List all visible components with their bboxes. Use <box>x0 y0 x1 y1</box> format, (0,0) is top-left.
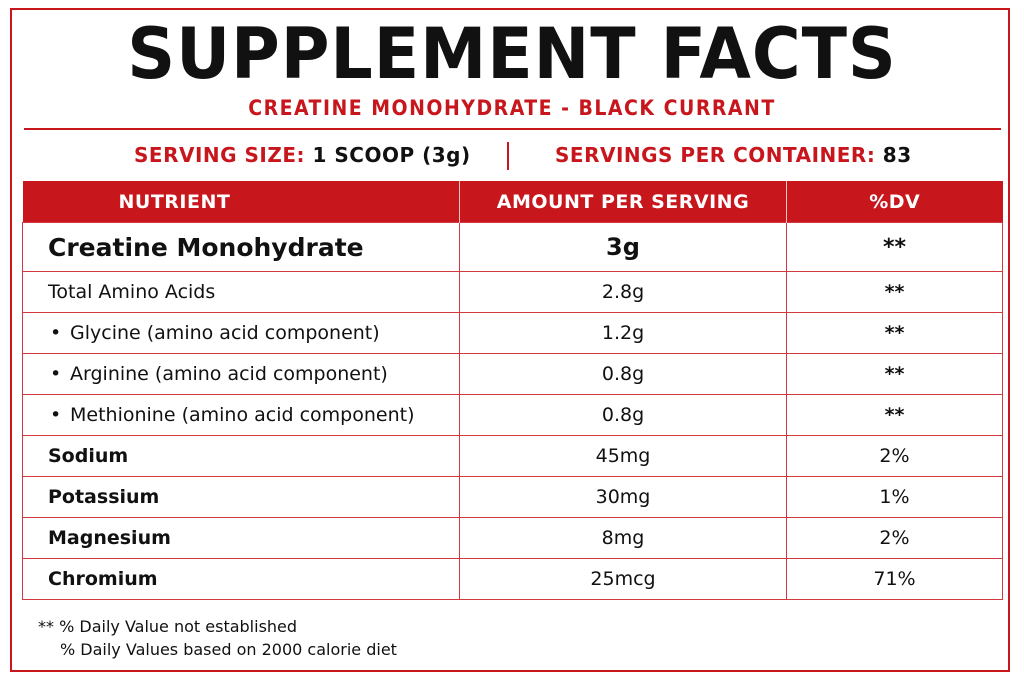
nutrient-dv: ** <box>786 353 1003 395</box>
nutrient-amount: 8mg <box>459 517 787 559</box>
nutrient-dv: ** <box>786 394 1003 436</box>
table-header-row: NUTRIENT AMOUNT PER SERVING %DV <box>22 181 1003 223</box>
nutrient-amount: 2.8g <box>459 271 787 313</box>
servings-per-container: SERVINGS PER CONTAINER: 83 <box>555 143 912 167</box>
nutrient-dv: ** <box>786 222 1003 272</box>
product-subtitle: CREATINE MONOHYDRATE - BLACK CURRANT <box>248 96 776 120</box>
nutrient-name: Sodium <box>22 435 460 477</box>
nutrient-name: Glycine <box>70 322 141 344</box>
nutrient-name: Chromium <box>22 558 460 600</box>
nutrient-dv: 1% <box>786 476 1003 518</box>
nutrient-dv: ** <box>786 271 1003 313</box>
table-row: • Glycine (amino acid component) 1.2g ** <box>22 312 1003 354</box>
footnote-calorie-diet: % Daily Values based on 2000 calorie die… <box>60 640 397 659</box>
nutrient-name: Potassium <box>22 476 460 518</box>
table-row: Potassium 30mg 1% <box>22 476 1003 518</box>
nutrient-name: Magnesium <box>22 517 460 559</box>
nutrient-name: Creatine Monohydrate <box>22 222 460 272</box>
table-row: • Methionine (amino acid component) 0.8g … <box>22 394 1003 436</box>
serving-size-value: 1 SCOOP (3g) <box>312 143 471 167</box>
bullet-icon: • <box>50 322 62 344</box>
table-row: • Arginine (amino acid component) 0.8g ** <box>22 353 1003 395</box>
table-row: Magnesium 8mg 2% <box>22 517 1003 559</box>
table-row: Creatine Monohydrate 3g ** <box>22 222 1003 272</box>
nutrient-name-cell: • Arginine (amino acid component) <box>22 353 460 395</box>
label-frame <box>10 8 1010 672</box>
nutrient-name: Total Amino Acids <box>22 271 460 313</box>
nutrient-note: (amino acid component) <box>181 404 415 426</box>
nutrient-dv: ** <box>786 312 1003 354</box>
nutrient-amount: 25mcg <box>459 558 787 600</box>
nutrient-amount: 0.8g <box>459 394 787 436</box>
table-row: Total Amino Acids 2.8g ** <box>22 271 1003 313</box>
nutrient-name-cell: • Glycine (amino acid component) <box>22 312 460 354</box>
servings-per-container-value: 83 <box>882 143 912 167</box>
nutrient-dv: 2% <box>786 435 1003 477</box>
divider <box>24 128 1001 130</box>
nutrient-note: (amino acid component) <box>146 322 380 344</box>
nutrient-amount: 30mg <box>459 476 787 518</box>
bullet-icon: • <box>50 404 62 426</box>
column-header-nutrient: NUTRIENT <box>22 181 460 223</box>
nutrient-name-cell: • Methionine (amino acid component) <box>22 394 460 436</box>
table-row: Sodium 45mg 2% <box>22 435 1003 477</box>
column-header-amount: AMOUNT PER SERVING <box>459 181 787 223</box>
nutrient-name: Methionine <box>70 404 176 426</box>
servings-per-container-label: SERVINGS PER CONTAINER: <box>555 143 876 167</box>
nutrient-name: Arginine <box>70 363 149 385</box>
footnote-daily-value: ** % Daily Value not established <box>38 617 298 636</box>
serving-separator <box>507 142 509 170</box>
nutrition-table: NUTRIENT AMOUNT PER SERVING %DV Creatine… <box>22 181 1003 600</box>
column-header-dv: %DV <box>786 181 1003 223</box>
nutrient-note: (amino acid component) <box>154 363 388 385</box>
table-row: Chromium 25mcg 71% <box>22 558 1003 600</box>
serving-size: SERVING SIZE: 1 SCOOP (3g) <box>134 143 471 167</box>
bullet-icon: • <box>50 363 62 385</box>
nutrient-amount: 0.8g <box>459 353 787 395</box>
nutrient-dv: 71% <box>786 558 1003 600</box>
nutrient-amount: 1.2g <box>459 312 787 354</box>
nutrient-dv: 2% <box>786 517 1003 559</box>
nutrient-amount: 45mg <box>459 435 787 477</box>
serving-size-label: SERVING SIZE: <box>134 143 306 167</box>
nutrient-amount: 3g <box>459 222 787 272</box>
page-title: SUPPLEMENT FACTS <box>127 13 897 95</box>
